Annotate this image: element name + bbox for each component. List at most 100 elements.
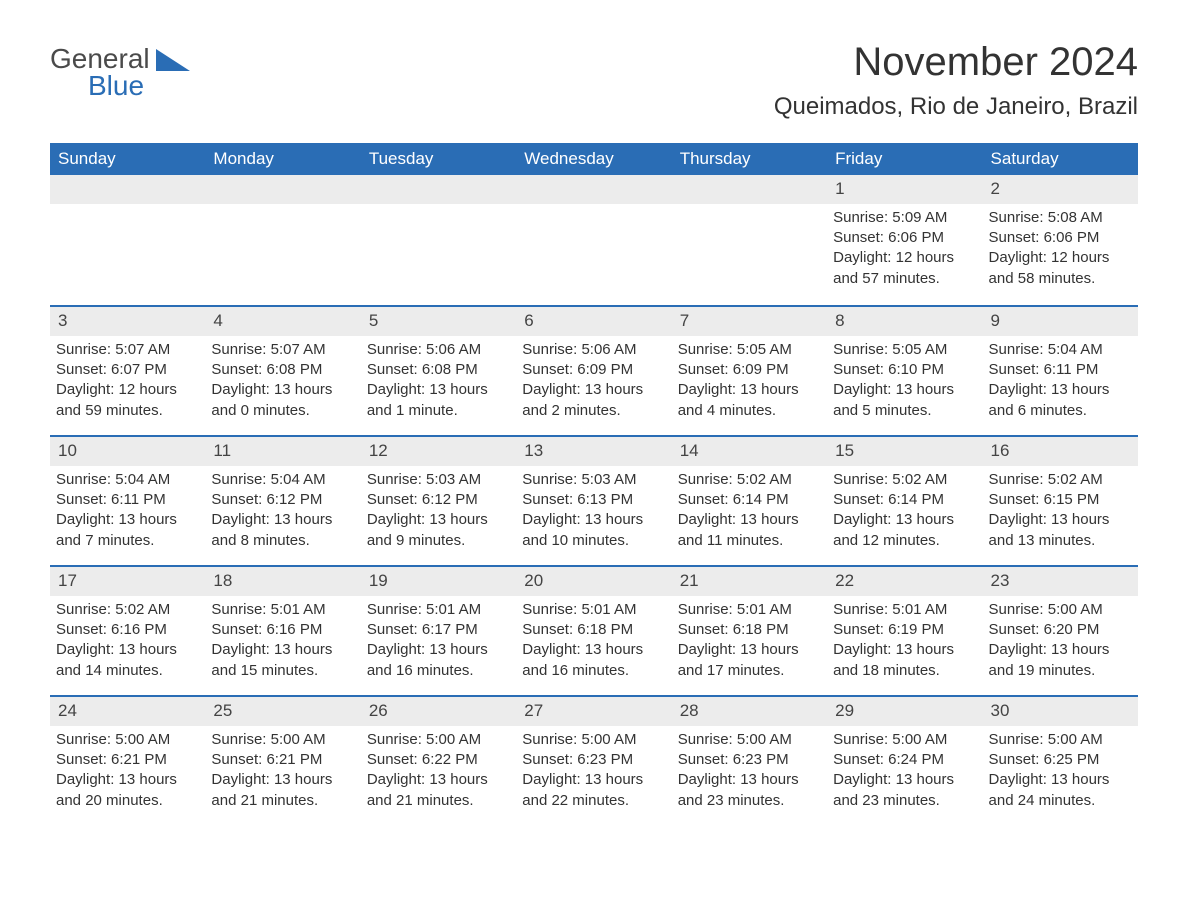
sunrise-text: Sunrise: 5:06 AM — [367, 340, 510, 360]
sunrise-text: Sunrise: 5:07 AM — [211, 340, 354, 360]
day-cell — [361, 175, 516, 305]
week-row: 10Sunrise: 5:04 AMSunset: 6:11 PMDayligh… — [50, 435, 1138, 565]
sunset-text: Sunset: 6:07 PM — [56, 360, 199, 380]
sunset-text: Sunset: 6:16 PM — [56, 620, 199, 640]
sunrise-text: Sunrise: 5:04 AM — [56, 470, 199, 490]
day-number: 16 — [983, 437, 1138, 466]
sunrise-text: Sunrise: 5:01 AM — [678, 600, 821, 620]
sunset-text: Sunset: 6:17 PM — [367, 620, 510, 640]
week-row: 17Sunrise: 5:02 AMSunset: 6:16 PMDayligh… — [50, 565, 1138, 695]
week-row: 24Sunrise: 5:00 AMSunset: 6:21 PMDayligh… — [50, 695, 1138, 825]
day-cell: 7Sunrise: 5:05 AMSunset: 6:09 PMDaylight… — [672, 307, 827, 435]
sunrise-text: Sunrise: 5:04 AM — [211, 470, 354, 490]
daylight-text: Daylight: 13 hours and 15 minutes. — [211, 640, 354, 681]
daylight-text: Daylight: 13 hours and 24 minutes. — [989, 770, 1132, 811]
sunset-text: Sunset: 6:14 PM — [833, 490, 976, 510]
daylight-text: Daylight: 13 hours and 14 minutes. — [56, 640, 199, 681]
day-number: 19 — [361, 567, 516, 596]
sunrise-text: Sunrise: 5:01 AM — [833, 600, 976, 620]
sunset-text: Sunset: 6:21 PM — [211, 750, 354, 770]
day-cell: 27Sunrise: 5:00 AMSunset: 6:23 PMDayligh… — [516, 697, 671, 825]
daylight-text: Daylight: 13 hours and 12 minutes. — [833, 510, 976, 551]
sunset-text: Sunset: 6:21 PM — [56, 750, 199, 770]
day-cell: 29Sunrise: 5:00 AMSunset: 6:24 PMDayligh… — [827, 697, 982, 825]
day-cell: 24 Sunrise: 5:00 AMSunset: 6:21 PMDayligh… — [50, 697, 205, 825]
sunrise-text: Sunrise: 5:00 AM — [56, 730, 199, 750]
day-cell: 30Sunrise: 5:00 AMSunset: 6:25 PMDayligh… — [983, 697, 1138, 825]
location: Queimados, Rio de Janeiro, Brazil — [774, 93, 1138, 121]
sunset-text: Sunset: 6:22 PM — [367, 750, 510, 770]
daylight-text: Daylight: 13 hours and 6 minutes. — [989, 380, 1132, 421]
sunrise-text: Sunrise: 5:02 AM — [989, 470, 1132, 490]
daylight-text: Daylight: 12 hours and 58 minutes. — [989, 248, 1132, 289]
daylight-text: Daylight: 13 hours and 21 minutes. — [367, 770, 510, 811]
header: General Blue November 2024 Queimados, Ri… — [50, 40, 1138, 133]
daylight-text: Daylight: 13 hours and 11 minutes. — [678, 510, 821, 551]
calendar: SundayMondayTuesdayWednesdayThursdayFrid… — [50, 143, 1138, 825]
daylight-text: Daylight: 13 hours and 5 minutes. — [833, 380, 976, 421]
day-cell: 23Sunrise: 5:00 AMSunset: 6:20 PMDayligh… — [983, 567, 1138, 695]
day-number: 9 — [983, 307, 1138, 336]
daylight-text: Daylight: 13 hours and 9 minutes. — [367, 510, 510, 551]
day-number: 7 — [672, 307, 827, 336]
sunrise-text: Sunrise: 5:04 AM — [989, 340, 1132, 360]
daylight-text: Daylight: 13 hours and 13 minutes. — [989, 510, 1132, 551]
sunrise-text: Sunrise: 5:02 AM — [678, 470, 821, 490]
daylight-text: Daylight: 13 hours and 20 minutes. — [56, 770, 199, 811]
day-number: 10 — [50, 437, 205, 466]
sunrise-text: Sunrise: 5:03 AM — [367, 470, 510, 490]
sunset-text: Sunset: 6:15 PM — [989, 490, 1132, 510]
day-number: 25 — [205, 697, 360, 726]
day-cell: 11 Sunrise: 5:04 AMSunset: 6:12 PMDayligh… — [205, 437, 360, 565]
day-header: Thursday — [672, 143, 827, 175]
sunset-text: Sunset: 6:19 PM — [833, 620, 976, 640]
day-header: Wednesday — [516, 143, 671, 175]
day-number: 24 — [50, 697, 205, 726]
sunset-text: Sunset: 6:20 PM — [989, 620, 1132, 640]
daylight-text: Daylight: 12 hours and 59 minutes. — [56, 380, 199, 421]
day-number: 26 — [361, 697, 516, 726]
day-header: Sunday — [50, 143, 205, 175]
sunset-text: Sunset: 6:24 PM — [833, 750, 976, 770]
day-number: 12 — [361, 437, 516, 466]
sunset-text: Sunset: 6:23 PM — [678, 750, 821, 770]
day-header: Friday — [827, 143, 982, 175]
day-cell: 28Sunrise: 5:00 AMSunset: 6:23 PMDayligh… — [672, 697, 827, 825]
logo-triangle-icon — [156, 49, 190, 76]
day-number: 13 — [516, 437, 671, 466]
daylight-text: Daylight: 13 hours and 21 minutes. — [211, 770, 354, 811]
sunset-text: Sunset: 6:09 PM — [522, 360, 665, 380]
day-number: 8 — [827, 307, 982, 336]
sunrise-text: Sunrise: 5:02 AM — [56, 600, 199, 620]
daylight-text: Daylight: 13 hours and 2 minutes. — [522, 380, 665, 421]
day-number: 3 — [50, 307, 205, 336]
sunset-text: Sunset: 6:08 PM — [211, 360, 354, 380]
day-number: 27 — [516, 697, 671, 726]
sunset-text: Sunset: 6:25 PM — [989, 750, 1132, 770]
day-number: 23 — [983, 567, 1138, 596]
day-number: 28 — [672, 697, 827, 726]
day-number: 11 — [205, 437, 360, 466]
day-header: Tuesday — [361, 143, 516, 175]
day-number: 21 — [672, 567, 827, 596]
day-number: 29 — [827, 697, 982, 726]
sunset-text: Sunset: 6:06 PM — [833, 228, 976, 248]
sunrise-text: Sunrise: 5:05 AM — [833, 340, 976, 360]
day-cell: 19Sunrise: 5:01 AMSunset: 6:17 PMDayligh… — [361, 567, 516, 695]
day-cell — [672, 175, 827, 305]
sunrise-text: Sunrise: 5:00 AM — [522, 730, 665, 750]
month-title: November 2024 — [774, 40, 1138, 85]
daylight-text: Daylight: 13 hours and 16 minutes. — [522, 640, 665, 681]
sunset-text: Sunset: 6:12 PM — [211, 490, 354, 510]
day-cell: 9Sunrise: 5:04 AMSunset: 6:11 PMDaylight… — [983, 307, 1138, 435]
daylight-text: Daylight: 13 hours and 8 minutes. — [211, 510, 354, 551]
day-number: 2 — [983, 175, 1138, 204]
day-cell: 17Sunrise: 5:02 AMSunset: 6:16 PMDayligh… — [50, 567, 205, 695]
day-cell: 15Sunrise: 5:02 AMSunset: 6:14 PMDayligh… — [827, 437, 982, 565]
sunrise-text: Sunrise: 5:00 AM — [211, 730, 354, 750]
day-cell: 25 Sunrise: 5:00 AMSunset: 6:21 PMDayligh… — [205, 697, 360, 825]
day-cell: 2Sunrise: 5:08 AMSunset: 6:06 PMDaylight… — [983, 175, 1138, 305]
daylight-text: Daylight: 13 hours and 22 minutes. — [522, 770, 665, 811]
daylight-text: Daylight: 12 hours and 57 minutes. — [833, 248, 976, 289]
day-cell — [50, 175, 205, 305]
